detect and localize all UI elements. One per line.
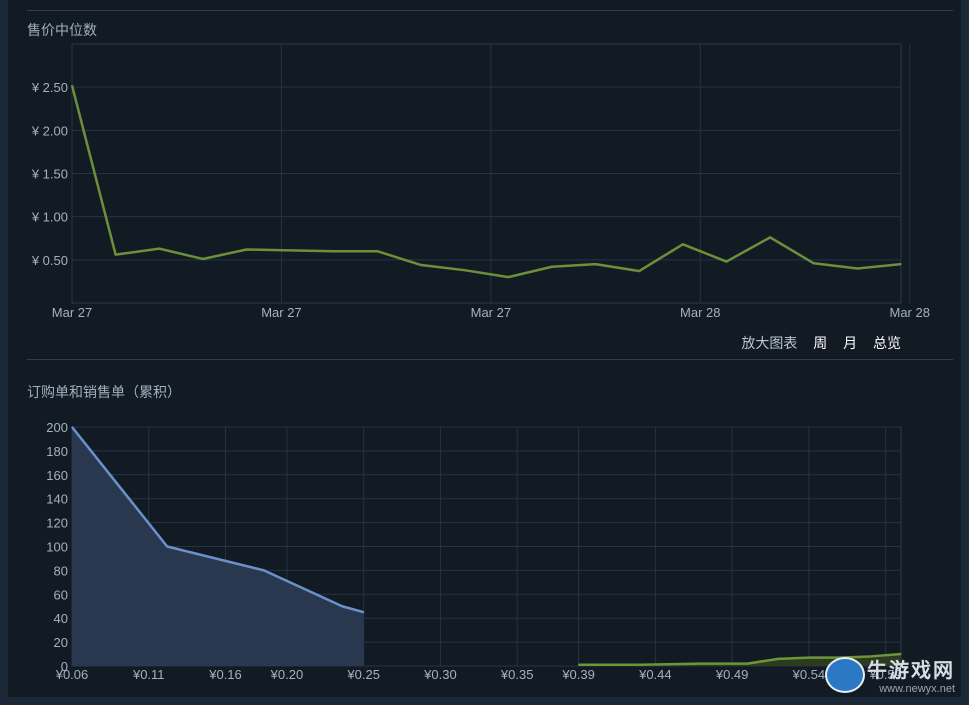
y-tick-label: 0 [61, 659, 68, 674]
top-divider [27, 10, 953, 11]
sell-data-point [900, 653, 902, 655]
zoom-overview-link[interactable]: 总览 [873, 335, 901, 351]
watermark-url: www.newyx.net [879, 683, 955, 695]
data-point [158, 248, 160, 250]
buy-data-point [263, 569, 265, 572]
median-price-chart[interactable]: ¥ 0.50 ¥ 1.00 ¥ 1.50 ¥ 2.00 ¥ 2.50 Mar 27 Mar … [8, 0, 961, 330]
y-tick-label: 20 [54, 635, 68, 650]
data-point [202, 258, 204, 260]
y-tick-label: 40 [54, 611, 68, 626]
median-price-title: 售价中位数 [27, 22, 97, 38]
x-tick-label: Mar 27 [52, 305, 92, 320]
data-point [725, 260, 728, 263]
y-tick-label: ¥ 2.00 [31, 123, 68, 138]
x-tick-label: ¥0.44 [638, 667, 672, 682]
sell-data-point [700, 663, 703, 665]
market-graphs-panel: 售价中位数 ¥ 0.50 ¥ 1.00 ¥ 1.50 ¥ 2.00 ¥ 2.50 Mar … [8, 0, 961, 697]
sell-data-point [869, 655, 871, 658]
order-depth-chart[interactable]: 0 20 40 60 80 100 120 140 160 180 200 ¥0.06 ¥0.11 ¥0.… [8, 0, 961, 697]
x-tick-label: Mar 28 [889, 305, 929, 320]
x-tick-label: ¥0.59 [868, 667, 902, 682]
x-tick-label: Mar 28 [680, 305, 720, 320]
x-tick-label: ¥0.30 [423, 667, 457, 682]
middle-divider [27, 359, 953, 360]
zoom-label: 放大图表 [741, 335, 798, 351]
data-point [813, 262, 815, 264]
x-tick-label: Mar 27 [261, 305, 301, 320]
buy-data-point [71, 426, 73, 428]
sell-data-point [639, 664, 641, 666]
data-point [115, 254, 117, 256]
y-tick-label: 180 [46, 444, 68, 459]
zoom-controls: 放大图表 周 月 总览 [735, 333, 901, 353]
data-point [71, 84, 73, 87]
sell-data-point [777, 658, 779, 660]
data-point [376, 250, 379, 252]
y-tick-label: 200 [46, 420, 68, 435]
watermark-logo-icon [825, 657, 865, 693]
y-tick-label: 160 [46, 468, 68, 483]
zoom-month-link[interactable]: 月 [843, 335, 858, 351]
median-price-line [70, 85, 902, 279]
data-point [769, 236, 771, 238]
y-tick-label: ¥ 1.50 [31, 167, 68, 182]
data-point [333, 250, 335, 252]
y-tick-label: ¥ 0.50 [31, 253, 68, 268]
zoom-week-link[interactable]: 周 [813, 335, 828, 351]
x-tick-label: ¥0.39 [561, 667, 595, 682]
buy-data-point [363, 611, 365, 613]
data-point [856, 267, 858, 270]
sell-orders-area [578, 654, 901, 666]
y-tick-label: 100 [46, 540, 68, 555]
x-tick-label: ¥0.54 [792, 667, 826, 682]
y-tick-label: 80 [54, 563, 68, 578]
orders-title: 订购单和销售单（累积） [27, 384, 181, 400]
y-tick-label: 120 [46, 516, 68, 531]
x-tick-label: Mar 27 [471, 305, 511, 320]
buy-data-point [341, 605, 343, 607]
x-tick-label: ¥0.16 [208, 667, 242, 682]
x-tick-label: ¥0.35 [500, 667, 534, 682]
data-point [551, 266, 553, 268]
y-tick-label: 140 [46, 492, 68, 507]
watermark-name: 牛游戏网 [867, 660, 955, 682]
data-point [420, 264, 422, 266]
x-tick-label: ¥0.25 [346, 667, 380, 682]
data-point [289, 249, 291, 251]
data-point [638, 270, 640, 272]
data-point [594, 263, 597, 265]
data-point [245, 248, 248, 251]
y-tick-label: ¥ 1.00 [31, 210, 68, 225]
x-tick-label: ¥0.11 [132, 667, 165, 682]
x-tick-label: ¥0.06 [55, 667, 89, 682]
data-point [507, 276, 509, 278]
y-tick-label: ¥ 2.50 [31, 80, 68, 95]
buy-orders-area [72, 427, 364, 666]
x-tick-label: ¥0.20 [270, 667, 304, 682]
buy-data-point [166, 545, 168, 548]
data-point [464, 269, 466, 271]
sell-data-point [746, 663, 749, 665]
data-point [900, 263, 902, 265]
y-tick-label: 60 [54, 587, 68, 602]
data-point [682, 243, 684, 245]
sell-data-point [808, 657, 810, 659]
x-tick-label: ¥0.49 [715, 667, 749, 682]
sell-data-point [578, 664, 580, 666]
watermark: 牛游戏网 www.newyx.net [867, 654, 955, 695]
